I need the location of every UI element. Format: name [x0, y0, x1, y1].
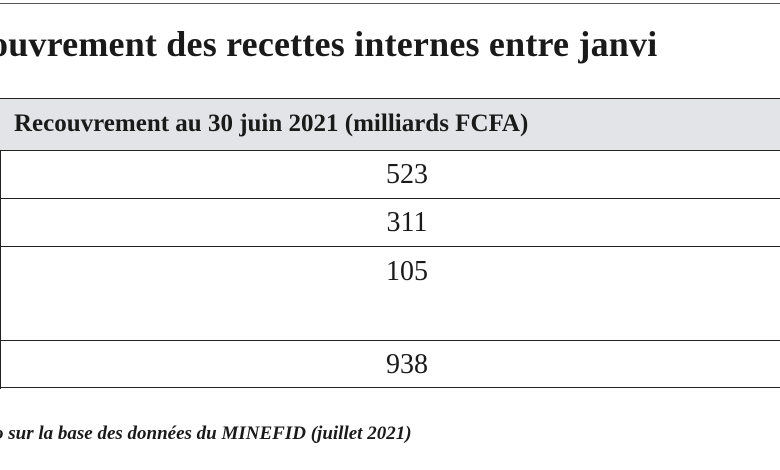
table-row: 311 [0, 198, 780, 246]
table-total-value: 938 [386, 349, 428, 380]
table-row: 523 [0, 150, 780, 198]
table-cell-value: 311 [386, 207, 428, 238]
table-title: ouvrement des recettes internes entre ja… [0, 24, 658, 64]
table-cell-value: 105 [386, 256, 428, 287]
table-left-border [0, 98, 1, 389]
table-cell-value: 523 [386, 159, 428, 190]
table-row: 105 [0, 246, 780, 340]
table-header-row: Recouvrement au 30 juin 2021 (milliards … [0, 98, 780, 150]
table-total-row: 938 [0, 340, 780, 388]
source-note: o sur la base des données du MINEFID (ju… [0, 423, 412, 444]
top-rule [0, 3, 780, 4]
column-header: Recouvrement au 30 juin 2021 (milliards … [14, 110, 529, 137]
